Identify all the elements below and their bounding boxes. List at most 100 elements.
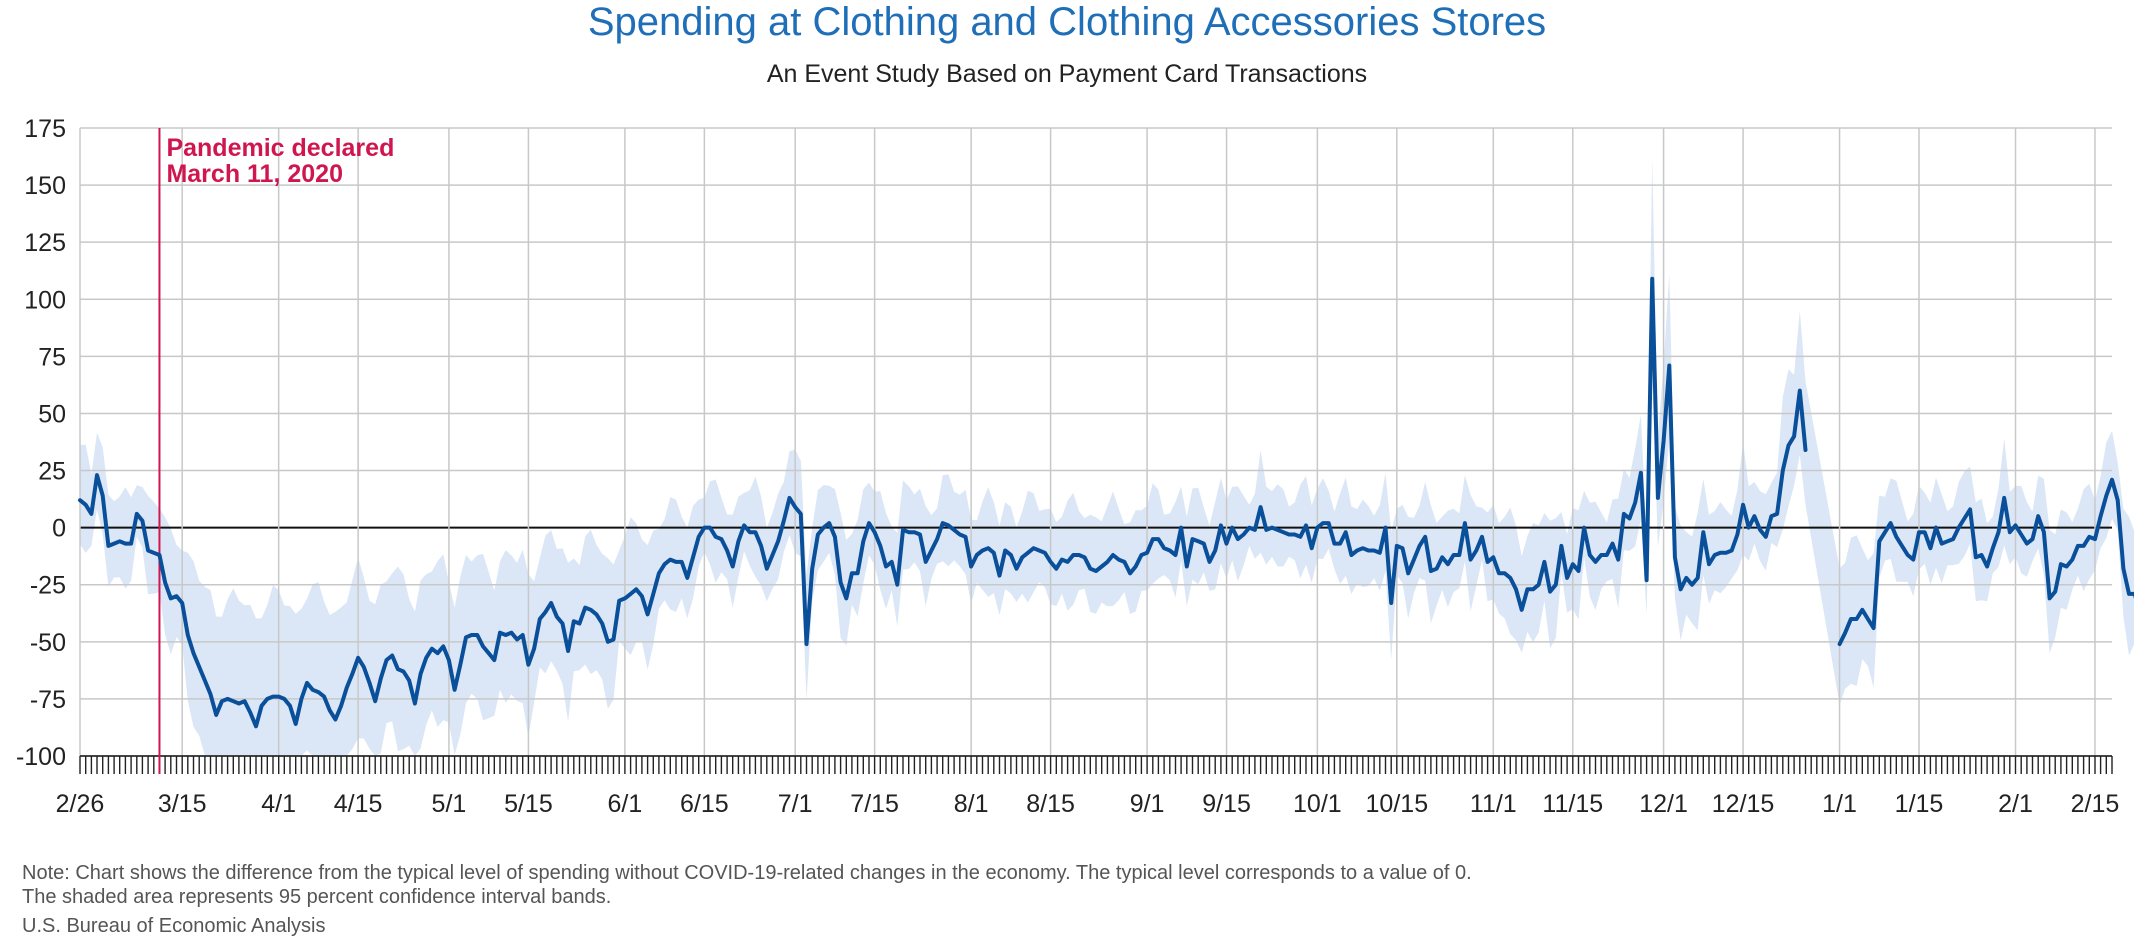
data-point: [2031, 538, 2034, 541]
data-point: [334, 718, 337, 721]
data-point: [1554, 583, 1557, 586]
data-point: [2014, 524, 2017, 527]
x-tick-label: 10/15: [1366, 790, 1429, 818]
data-point: [1180, 526, 1183, 529]
data-point: [1435, 567, 1438, 570]
data-point: [215, 713, 218, 716]
data-point: [1770, 515, 1773, 518]
data-point: [1339, 542, 1342, 545]
data-point: [1696, 576, 1699, 579]
data-point: [476, 634, 479, 637]
data-point: [118, 540, 121, 543]
data-point: [726, 549, 729, 552]
x-tick-label: 4/15: [334, 790, 383, 818]
y-tick-label: 0: [52, 515, 66, 543]
data-point: [1350, 554, 1353, 557]
data-point: [1066, 560, 1069, 563]
data-point: [561, 622, 564, 625]
x-tick-label: 11/1: [1470, 790, 1517, 818]
data-point: [2020, 533, 2023, 536]
data-point: [1163, 547, 1166, 550]
data-point: [1395, 544, 1398, 547]
data-point: [1134, 565, 1137, 568]
data-point: [2111, 478, 2114, 481]
data-point: [226, 697, 229, 700]
data-point: [317, 691, 320, 694]
data-point: [998, 574, 1001, 577]
data-point: [385, 659, 388, 662]
data-point: [1906, 554, 1909, 557]
data-point: [391, 654, 394, 657]
data-point: [1957, 526, 1960, 529]
y-tick-label: -25: [30, 572, 66, 600]
data-point: [720, 538, 723, 541]
data-point: [323, 695, 326, 698]
data-point: [1963, 517, 1966, 520]
data-point: [930, 549, 933, 552]
data-point: [442, 645, 445, 648]
data-point: [516, 638, 519, 641]
data-point: [1095, 570, 1098, 573]
x-tick-label: 7/15: [850, 790, 899, 818]
data-point: [1895, 535, 1898, 538]
data-point: [981, 549, 984, 552]
data-point: [425, 656, 428, 659]
data-point: [2008, 531, 2011, 534]
x-tick-label: 10/1: [1293, 790, 1342, 818]
data-point: [1730, 549, 1733, 552]
data-point: [890, 560, 893, 563]
data-point: [1384, 526, 1387, 529]
data-point: [2128, 592, 2131, 595]
data-point: [79, 499, 82, 502]
data-point: [754, 531, 757, 534]
data-point: [1611, 542, 1614, 545]
y-tick-label: 50: [38, 400, 66, 428]
x-tick-label: 1/15: [1895, 790, 1944, 818]
data-point: [2088, 535, 2091, 538]
data-point: [743, 524, 746, 527]
confidence-band: [80, 158, 2134, 756]
data-point: [1146, 551, 1149, 554]
data-point: [1849, 618, 1852, 621]
data-point: [164, 581, 167, 584]
data-point: [277, 695, 280, 698]
data-point: [794, 506, 797, 509]
data-point: [1668, 364, 1671, 367]
data-point: [1708, 563, 1711, 566]
data-point: [692, 556, 695, 559]
data-point: [1452, 554, 1455, 557]
data-point: [1412, 558, 1415, 561]
data-point: [1594, 560, 1597, 563]
data-point: [311, 688, 314, 691]
chart-subtitle: An Event Study Based on Payment Card Tra…: [766, 60, 1368, 88]
data-point: [1838, 643, 1841, 646]
data-point: [147, 549, 150, 552]
data-point: [731, 565, 734, 568]
data-point: [1872, 627, 1875, 630]
data-point: [1549, 590, 1552, 593]
y-tick-label: 175: [24, 115, 66, 143]
data-point: [1918, 531, 1921, 534]
data-point: [1515, 588, 1518, 591]
data-point: [1935, 526, 1938, 529]
data-point: [1566, 576, 1569, 579]
data-point: [447, 659, 450, 662]
event-date-label: March 11, 2020: [166, 160, 343, 188]
data-point: [351, 672, 354, 675]
data-point: [697, 535, 700, 538]
data-point: [1605, 554, 1608, 557]
data-point: [362, 665, 365, 668]
data-point: [1441, 556, 1444, 559]
data-point: [1367, 549, 1370, 552]
x-tick-label: 8/1: [954, 790, 989, 818]
x-tick-label: 5/1: [432, 790, 467, 818]
data-point: [1049, 560, 1052, 563]
data-point: [1429, 570, 1432, 573]
data-point: [107, 544, 110, 547]
data-point: [203, 679, 206, 682]
data-point: [430, 647, 433, 650]
data-point: [1185, 565, 1188, 568]
data-point: [175, 595, 178, 598]
data-point: [1407, 572, 1410, 575]
